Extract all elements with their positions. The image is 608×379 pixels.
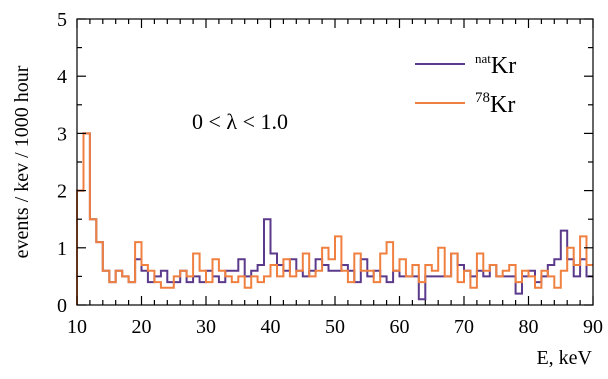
y-axis-label: events / kev / 1000 hour <box>11 65 33 258</box>
series-kr78-line <box>76 132 593 305</box>
x-tick-label: 80 <box>519 316 539 338</box>
x-tick-label: 20 <box>132 316 152 338</box>
x-tick-label: 10 <box>67 316 87 338</box>
legend-label-kr78: 78Kr <box>475 90 515 118</box>
y-tick-label: 2 <box>57 181 67 203</box>
x-tick-label: 50 <box>325 316 345 338</box>
lambda-range-annotation: 0 < λ < 1.0 <box>192 109 288 134</box>
legend-label-natkr: natKr <box>475 51 516 79</box>
legend: natKr 78Kr <box>415 51 516 118</box>
y-tick-label: 0 <box>57 295 67 317</box>
y-tick-label: 5 <box>57 9 67 31</box>
y-tick-label: 3 <box>57 123 67 145</box>
x-tick-label: 90 <box>583 316 603 338</box>
x-axis-label: E, keV <box>536 347 592 369</box>
series-layer <box>76 132 593 305</box>
y-tick-label: 4 <box>57 66 67 88</box>
x-tick-label: 30 <box>196 316 216 338</box>
x-tick-label: 40 <box>261 316 281 338</box>
tick-labels: 10 20 30 40 50 60 70 80 90 0 1 2 3 4 5 <box>57 9 603 338</box>
x-tick-label: 60 <box>390 316 410 338</box>
ticks-layer <box>76 18 594 306</box>
y-tick-label: 1 <box>57 238 67 260</box>
x-tick-label: 70 <box>454 316 474 338</box>
